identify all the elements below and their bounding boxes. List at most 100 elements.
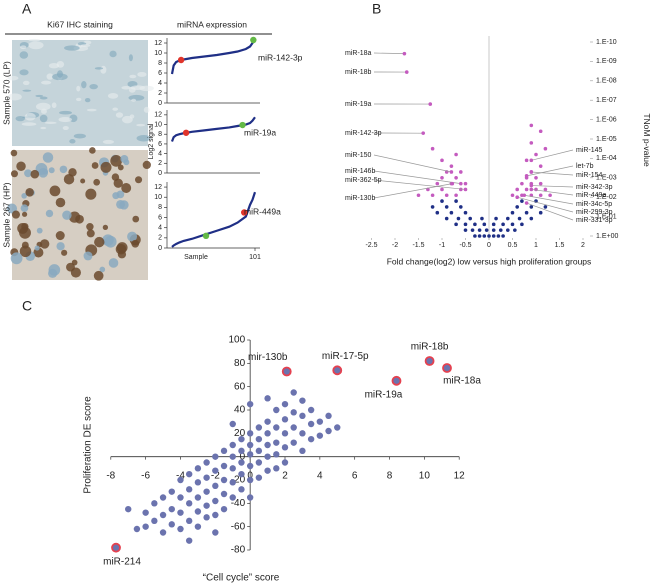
nucleus — [91, 162, 99, 169]
point — [496, 234, 501, 238]
texture — [24, 112, 36, 121]
point — [440, 199, 444, 203]
y-axis-label: TNoM p-value — [642, 113, 652, 167]
y-tick-label: 2 — [158, 160, 162, 167]
texture — [76, 85, 81, 92]
point — [520, 222, 524, 227]
panel-label: C — [22, 298, 32, 314]
nucleus — [24, 169, 32, 178]
y-tick-label: 20 — [234, 428, 246, 439]
texture — [7, 75, 19, 81]
texture — [21, 122, 37, 126]
y-tick-label: 1.E-10 — [596, 39, 617, 46]
point — [203, 514, 210, 521]
texture — [130, 85, 145, 91]
y-tick-label: 1.E-01 — [596, 213, 617, 220]
nucleus — [83, 251, 93, 261]
nucleus — [86, 229, 95, 238]
point — [484, 228, 489, 232]
texture — [59, 110, 72, 115]
point — [273, 451, 280, 458]
point — [238, 486, 245, 493]
point — [515, 205, 519, 209]
point — [246, 462, 254, 470]
y-tick-label: 2 — [158, 90, 162, 97]
texture — [51, 102, 57, 109]
leader-line — [524, 194, 574, 205]
texture — [102, 139, 115, 144]
leader-line — [373, 52, 405, 54]
x-tick-label: 4 — [317, 470, 323, 481]
nucleus — [121, 183, 132, 193]
point — [454, 152, 458, 157]
y-tick-label: 4 — [158, 150, 162, 157]
texture — [80, 44, 91, 48]
point — [220, 505, 228, 513]
point — [264, 467, 271, 474]
point — [290, 409, 297, 416]
point — [151, 517, 158, 525]
panel-label: A — [22, 1, 32, 17]
y-tick-label: 8 — [158, 204, 162, 211]
sample-label: Sample 570 (LP) — [1, 61, 11, 125]
point — [524, 158, 529, 163]
texture — [107, 93, 119, 99]
annotation: miR-150 — [345, 152, 372, 159]
series-line — [171, 191, 257, 248]
nucleus — [68, 211, 81, 223]
texture — [128, 94, 145, 101]
y-tick-label: -60 — [231, 521, 246, 532]
annotated-point — [421, 131, 426, 135]
point — [185, 486, 193, 493]
point — [220, 447, 228, 455]
point — [273, 424, 280, 431]
point — [229, 494, 236, 501]
annotated-point — [524, 174, 529, 178]
annotation: miR-145 — [576, 147, 603, 154]
point — [212, 511, 219, 519]
y-tick-label: 0 — [158, 245, 162, 252]
point — [185, 500, 193, 507]
x-tick-label: 0.5 — [508, 242, 518, 249]
nucleus — [10, 170, 19, 178]
annotated-point — [402, 51, 407, 56]
point — [264, 395, 271, 402]
texture — [69, 139, 76, 144]
y-tick-label: 12 — [154, 184, 162, 191]
x-tick-label: -4 — [176, 470, 185, 481]
y-tick-label: 8 — [158, 131, 162, 138]
point — [168, 488, 175, 495]
nucleus — [34, 245, 40, 251]
texture — [62, 125, 69, 131]
leader-line — [373, 154, 452, 173]
annotated-point — [524, 201, 529, 205]
y-tick-label: 6 — [158, 70, 162, 77]
texture — [35, 94, 44, 98]
point — [430, 146, 435, 151]
series-line — [170, 116, 256, 142]
nucleus — [117, 164, 124, 171]
annotation: miR-17-5p — [322, 351, 369, 362]
point — [463, 210, 468, 215]
point — [255, 459, 263, 466]
leader-line — [526, 165, 574, 177]
texture — [19, 51, 29, 59]
x-tick-label: 0 — [247, 470, 253, 481]
point — [246, 430, 254, 437]
nucleus — [134, 176, 143, 184]
point — [299, 447, 306, 455]
annotation: let-7b — [576, 163, 594, 170]
point — [498, 228, 503, 232]
point — [273, 439, 280, 446]
point — [538, 181, 543, 186]
point — [491, 222, 496, 227]
point — [255, 435, 263, 443]
annotated-point — [463, 187, 468, 192]
nucleus — [39, 239, 50, 249]
point — [435, 181, 440, 186]
point — [281, 416, 289, 423]
nucleus — [59, 165, 68, 174]
annotated-point — [428, 102, 433, 106]
annotated-point — [450, 181, 455, 186]
